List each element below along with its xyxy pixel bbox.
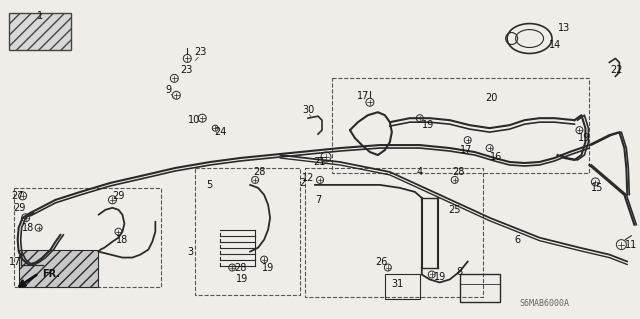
Text: 25: 25 — [449, 205, 461, 215]
Text: 17: 17 — [356, 91, 369, 101]
Text: 10: 10 — [188, 115, 200, 125]
Text: 26: 26 — [376, 256, 388, 267]
Bar — [332, 78, 589, 173]
Bar — [9, 13, 70, 50]
Text: 12: 12 — [302, 173, 314, 183]
Text: 22: 22 — [610, 65, 623, 75]
Text: 5: 5 — [206, 180, 212, 190]
Text: 19: 19 — [262, 263, 274, 272]
Text: 6: 6 — [515, 235, 520, 245]
Text: 8: 8 — [456, 266, 463, 277]
Text: 31: 31 — [392, 279, 404, 289]
Text: 7: 7 — [315, 195, 321, 205]
Bar — [19, 249, 99, 287]
Text: 2: 2 — [299, 178, 305, 188]
Text: 29: 29 — [112, 191, 125, 201]
Text: 30: 30 — [302, 105, 314, 115]
Text: 28: 28 — [452, 167, 465, 177]
Text: 19: 19 — [579, 133, 591, 143]
Bar — [385, 274, 420, 300]
Text: 18: 18 — [22, 223, 34, 233]
Text: 14: 14 — [549, 41, 562, 50]
Text: 13: 13 — [558, 23, 571, 33]
Text: 28: 28 — [234, 263, 246, 272]
Text: 1: 1 — [36, 11, 43, 21]
Text: 27: 27 — [12, 191, 24, 201]
Text: FR.: FR. — [43, 270, 61, 279]
Text: 19: 19 — [236, 274, 248, 285]
Text: 15: 15 — [591, 183, 604, 193]
Text: 23: 23 — [194, 48, 207, 57]
Text: 9: 9 — [165, 85, 172, 95]
Text: 23: 23 — [180, 65, 193, 75]
Bar — [305, 168, 483, 297]
Bar — [460, 274, 500, 302]
Text: 17: 17 — [8, 256, 21, 267]
Text: 24: 24 — [214, 127, 227, 137]
Bar — [195, 168, 300, 295]
Text: 17: 17 — [460, 145, 472, 155]
Text: 18: 18 — [116, 235, 129, 245]
Text: 11: 11 — [625, 240, 637, 250]
Text: 29: 29 — [13, 203, 26, 213]
Text: 3: 3 — [188, 247, 193, 256]
Text: 19: 19 — [434, 272, 446, 283]
Text: 19: 19 — [422, 120, 434, 130]
Text: S6MAB6000A: S6MAB6000A — [520, 299, 570, 308]
Text: 21: 21 — [313, 157, 325, 167]
Text: 4: 4 — [417, 167, 423, 177]
Text: 16: 16 — [490, 152, 502, 162]
Bar — [13, 188, 161, 287]
Text: 28: 28 — [253, 167, 266, 177]
Text: 20: 20 — [485, 93, 498, 103]
